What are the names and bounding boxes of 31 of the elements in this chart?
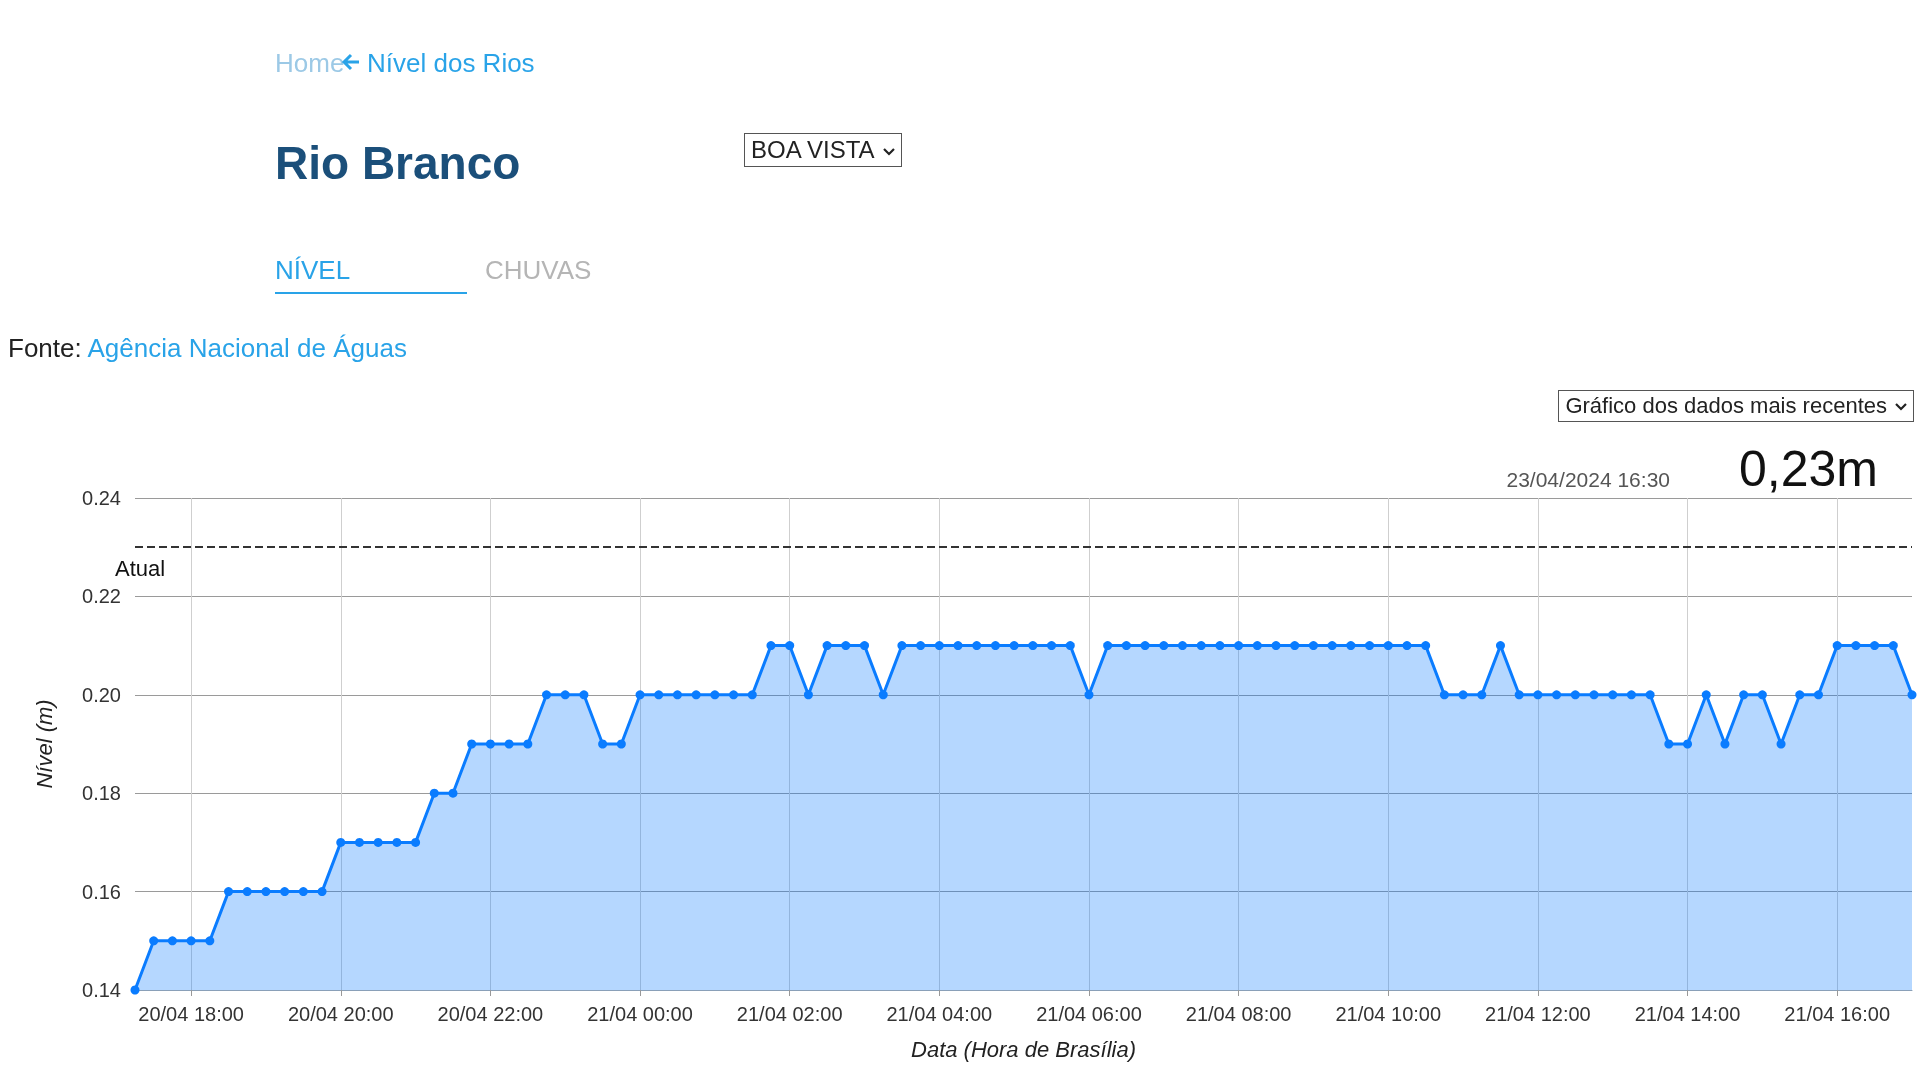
text: BOA VISTA — [751, 136, 875, 163]
text: Gráfico dos dados mais recentes — [1565, 393, 1887, 418]
text: 0,23m — [1739, 441, 1878, 497]
y-axis-title: Nível (m) — [31, 699, 57, 789]
ref-line-label: Atual — [115, 555, 166, 581]
x-tick-label: 21/04 10:00 — [1335, 1003, 1442, 1025]
text: NÍVEL — [275, 255, 351, 285]
y-tick-label: 0.22 — [82, 585, 121, 608]
chart-title: Rio Branco — [275, 137, 521, 189]
text: Nível dos Rios — [367, 48, 535, 78]
x-tick-label: 21/04 04:00 — [886, 1003, 993, 1025]
x-tick-label: 21/04 08:00 — [1185, 1003, 1292, 1025]
x-tick-label: 20/04 22:00 — [437, 1003, 544, 1025]
y-tick-label: 0.18 — [82, 782, 121, 805]
text: Home — [275, 48, 345, 78]
x-tick-label: 20/04 20:00 — [287, 1003, 394, 1025]
x-tick-label: 21/04 02:00 — [736, 1003, 843, 1025]
x-tick-label: 21/04 14:00 — [1634, 1003, 1741, 1025]
x-tick-label: 21/04 16:00 — [1784, 1003, 1891, 1025]
x-tick-label: 20/04 18:00 — [138, 1003, 244, 1025]
y-tick-label: 0.14 — [82, 979, 121, 1001]
x-tick-label: 21/04 06:00 — [1036, 1003, 1142, 1025]
text: 23/04/2024 16:30 — [1506, 468, 1670, 491]
x-axis-title: Data (Hora de Brasília) — [911, 1036, 1136, 1062]
text: CHUVAS — [485, 255, 592, 285]
y-tick-label: 0.20 — [82, 683, 121, 706]
x-tick-label: 21/04 12:00 — [1485, 1003, 1591, 1025]
source-note: Fonte: Agência Nacional de Águas — [8, 333, 407, 363]
y-tick-label: 0.16 — [82, 880, 121, 903]
y-tick-label: 0.24 — [82, 487, 121, 509]
x-tick-label: 21/04 00:00 — [587, 1003, 693, 1025]
